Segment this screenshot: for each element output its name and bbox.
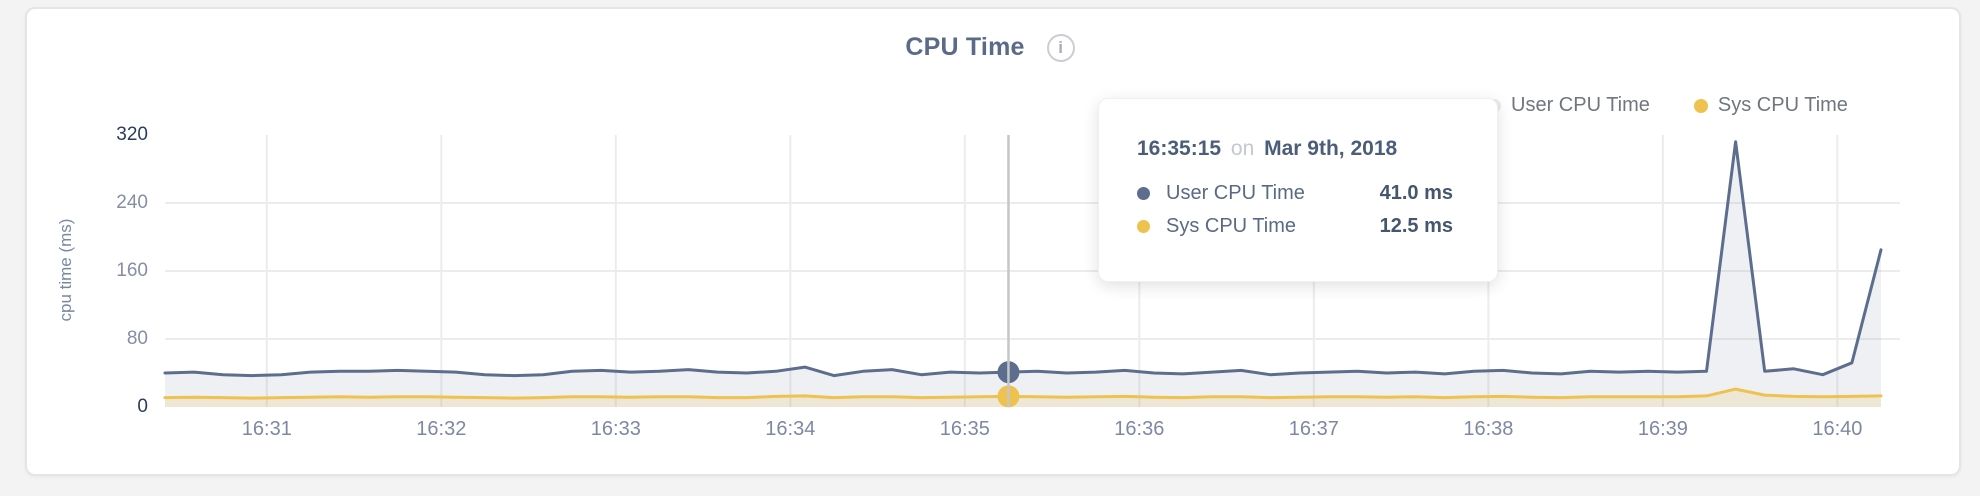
tooltip-time: 16:35:15 [1137,137,1222,160]
user-cpu-time-line [163,140,1883,378]
sys-series-dot-icon [1137,220,1150,233]
sys-series-legend-dot [1693,98,1708,113]
legend-item-sys-cpu-time[interactable]: Sys CPU Time [1693,94,1848,117]
tooltip-row-user: User CPU Time 41.0 ms [1137,177,1453,210]
user-series-dot-icon [1137,187,1150,200]
tooltip-series-label: User CPU Time [1166,182,1305,204]
chart-tooltip: 16:35:15 on Mar 9th, 2018 User CPU Time … [1098,98,1498,282]
tooltip-header: 16:35:15 on Mar 9th, 2018 [1137,137,1453,161]
tooltip-date: Mar 9th, 2018 [1264,137,1398,160]
tooltip-row-sys: Sys CPU Time 12.5 ms [1137,210,1453,243]
tooltip-series-label: Sys CPU Time [1166,215,1297,237]
tooltip-on-word: on [1230,137,1255,160]
chart-title: CPU Time [905,33,1025,61]
info-icon[interactable]: i [1046,33,1075,62]
legend-item-user-cpu-time[interactable]: User CPU Time [1487,94,1650,117]
legend-label: User CPU Time [1511,94,1650,116]
chart-header: CPU Time i [0,33,1980,62]
sys-cpu-time-line [163,387,1883,400]
tooltip-series-value: 12.5 ms [1379,215,1453,237]
legend-label: Sys CPU Time [1717,94,1848,116]
user-cpu-time-area [165,141,1881,408]
y-axis-title: cpu time (ms) [56,218,75,322]
chart-legend: User CPU Time Sys CPU Time [1487,94,1848,117]
tooltip-series-value: 41.0 ms [1379,182,1453,204]
